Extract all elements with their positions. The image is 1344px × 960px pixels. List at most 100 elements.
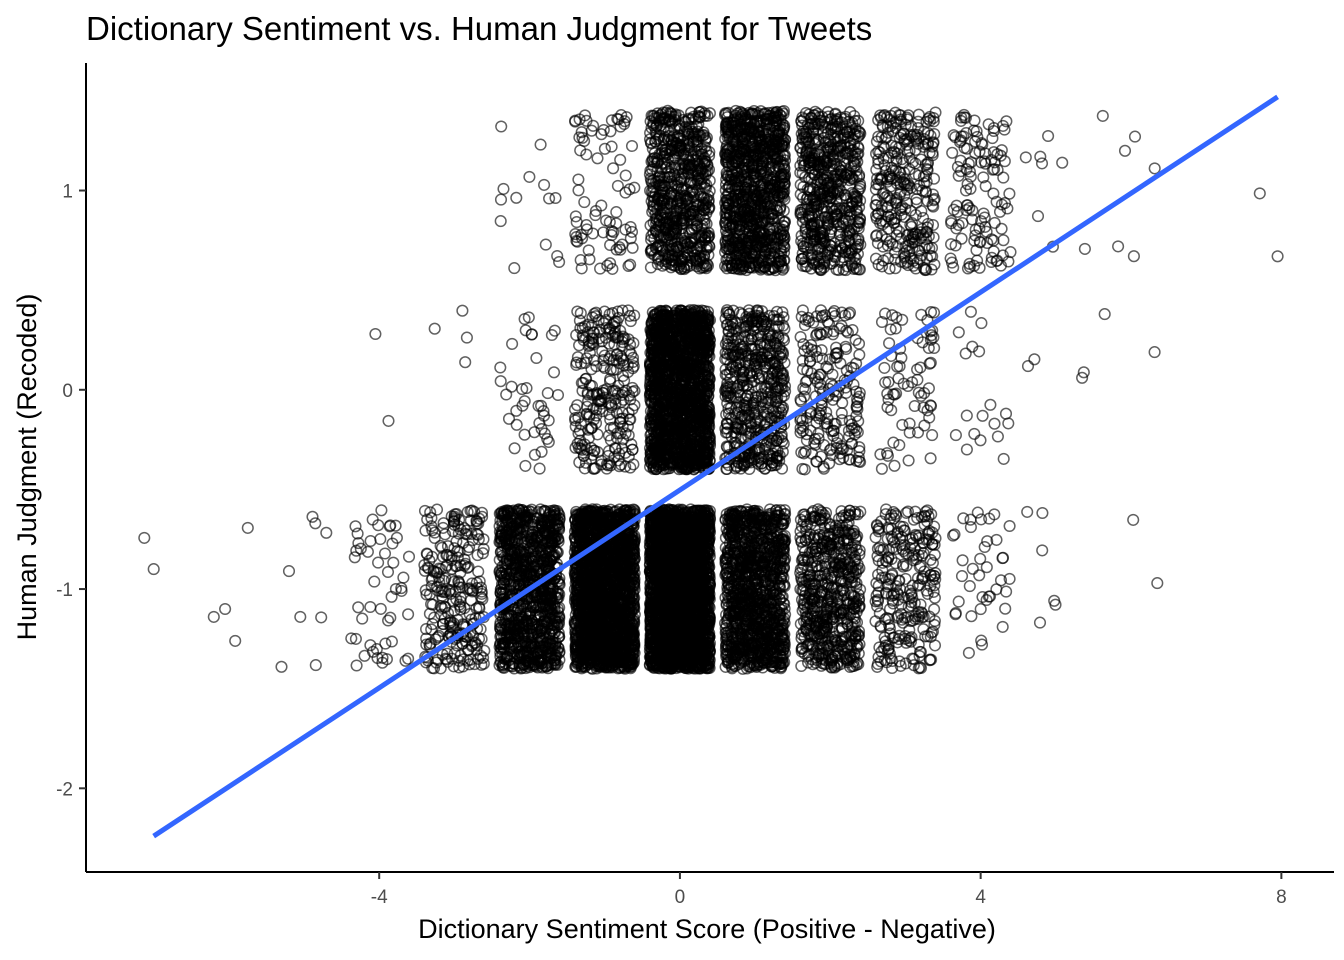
data-point [968,427,981,440]
data-point [611,179,624,192]
data-point [926,429,939,442]
data-point [883,337,896,350]
data-point [525,328,538,341]
data-point [1002,417,1015,430]
data-point [578,462,591,475]
data-point [497,182,510,195]
data-point [918,419,931,432]
data-point [622,333,635,346]
data-point [596,386,609,399]
data-point [502,412,516,425]
data-point [974,434,987,447]
data-point [428,322,441,335]
data-point [976,409,989,422]
data-point [534,138,547,151]
data-point [598,361,611,375]
data-point [604,433,617,447]
data-point [598,142,611,155]
data-point [589,417,603,430]
data-point [614,416,627,429]
data-point [530,351,543,365]
data-point [585,452,598,465]
data-point [964,305,977,318]
data-point [510,191,523,204]
data-point [579,373,592,386]
data-point [569,420,582,433]
data-point [548,324,561,337]
data-point [551,249,564,263]
data-point [519,459,532,472]
data-point [605,140,618,153]
data-point [456,304,469,317]
data-point [984,398,997,411]
data-point [626,241,639,254]
data-point [794,330,807,344]
data-point [569,414,582,427]
data-point [613,357,626,370]
data-point [628,309,641,322]
data-point [614,412,627,425]
data-point [624,461,637,474]
data-point [520,382,533,395]
data-point [610,315,623,328]
data-point [581,326,594,339]
data-point [572,184,585,197]
data-point [914,361,927,374]
data-point [624,348,638,361]
data-point [1028,353,1041,366]
data-point [603,337,616,350]
data-point [541,387,554,400]
data-point [382,414,395,427]
data-point [588,444,601,457]
data-point [508,262,521,275]
data-point [505,380,518,393]
data-point [600,214,613,227]
data-point [532,399,545,412]
data-point [506,337,519,350]
data-point [626,385,639,398]
data-point [997,452,1010,465]
data-point [494,215,507,228]
data-point [578,196,591,209]
data-point [598,305,611,318]
data-point [609,331,622,344]
data-point [625,139,639,153]
data-point [460,331,473,344]
data-point [915,389,928,402]
data-point [606,329,619,342]
data-point [582,394,595,408]
data-point [924,452,937,465]
data-point [604,396,617,409]
data-point [591,428,604,441]
data-point [604,125,617,138]
data-point [923,411,936,424]
data-point [610,206,623,219]
chart-title: Dictionary Sentiment vs. Human Judgment … [86,10,872,47]
data-point [535,445,548,458]
data-point [959,347,972,360]
data-point [614,153,627,166]
data-point [574,357,588,370]
data-point [585,319,598,332]
data-point [1148,346,1161,359]
data-point [547,366,561,379]
data-point [960,409,973,422]
data-point [510,418,523,431]
data-point [600,383,613,396]
data-point [495,120,508,133]
data-point [572,173,585,186]
data-point [572,441,585,454]
data-point [459,356,472,369]
data-point [598,349,611,362]
data-point [585,363,598,376]
data-point [1021,360,1035,373]
data-point [523,170,536,183]
data-point [574,307,587,320]
data-point [538,178,551,191]
data-point [528,448,541,461]
data-point [622,406,635,420]
data-point [549,191,562,205]
data-point [516,399,529,412]
data-point [500,388,513,401]
